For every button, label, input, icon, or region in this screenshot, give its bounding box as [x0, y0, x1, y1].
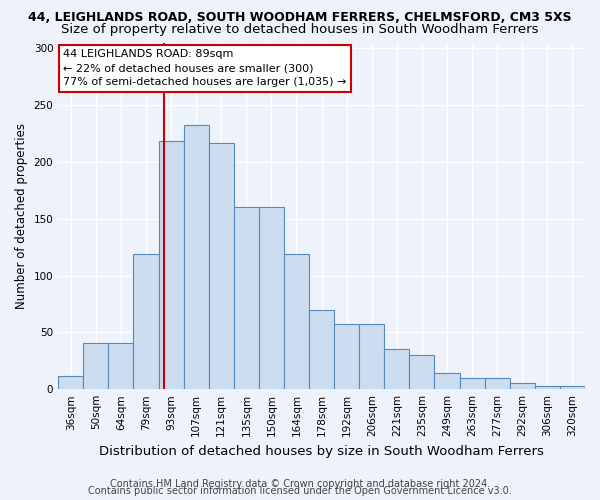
Bar — [510, 384, 535, 389]
Bar — [83, 342, 109, 389]
Bar — [158, 142, 184, 389]
Bar — [460, 378, 485, 389]
Bar — [309, 310, 334, 389]
Bar — [58, 376, 83, 389]
Bar — [133, 254, 158, 389]
Bar — [535, 386, 560, 389]
Bar — [284, 254, 309, 389]
Text: Size of property relative to detached houses in South Woodham Ferrers: Size of property relative to detached ho… — [61, 22, 539, 36]
Bar — [109, 342, 133, 389]
X-axis label: Distribution of detached houses by size in South Woodham Ferrers: Distribution of detached houses by size … — [99, 444, 544, 458]
Bar — [209, 142, 234, 389]
Y-axis label: Number of detached properties: Number of detached properties — [15, 123, 28, 309]
Bar — [385, 350, 409, 389]
Bar — [560, 386, 585, 389]
Bar — [434, 374, 460, 389]
Text: Contains public sector information licensed under the Open Government Licence v3: Contains public sector information licen… — [88, 486, 512, 496]
Text: 44, LEIGHLANDS ROAD, SOUTH WOODHAM FERRERS, CHELMSFORD, CM3 5XS: 44, LEIGHLANDS ROAD, SOUTH WOODHAM FERRE… — [28, 11, 572, 24]
Bar — [234, 208, 259, 389]
Bar — [485, 378, 510, 389]
Bar — [334, 324, 359, 389]
Bar — [259, 208, 284, 389]
Bar — [184, 126, 209, 389]
Text: Contains HM Land Registry data © Crown copyright and database right 2024.: Contains HM Land Registry data © Crown c… — [110, 479, 490, 489]
Bar — [359, 324, 385, 389]
Text: 44 LEIGHLANDS ROAD: 89sqm
← 22% of detached houses are smaller (300)
77% of semi: 44 LEIGHLANDS ROAD: 89sqm ← 22% of detac… — [64, 50, 347, 88]
Bar — [409, 355, 434, 389]
